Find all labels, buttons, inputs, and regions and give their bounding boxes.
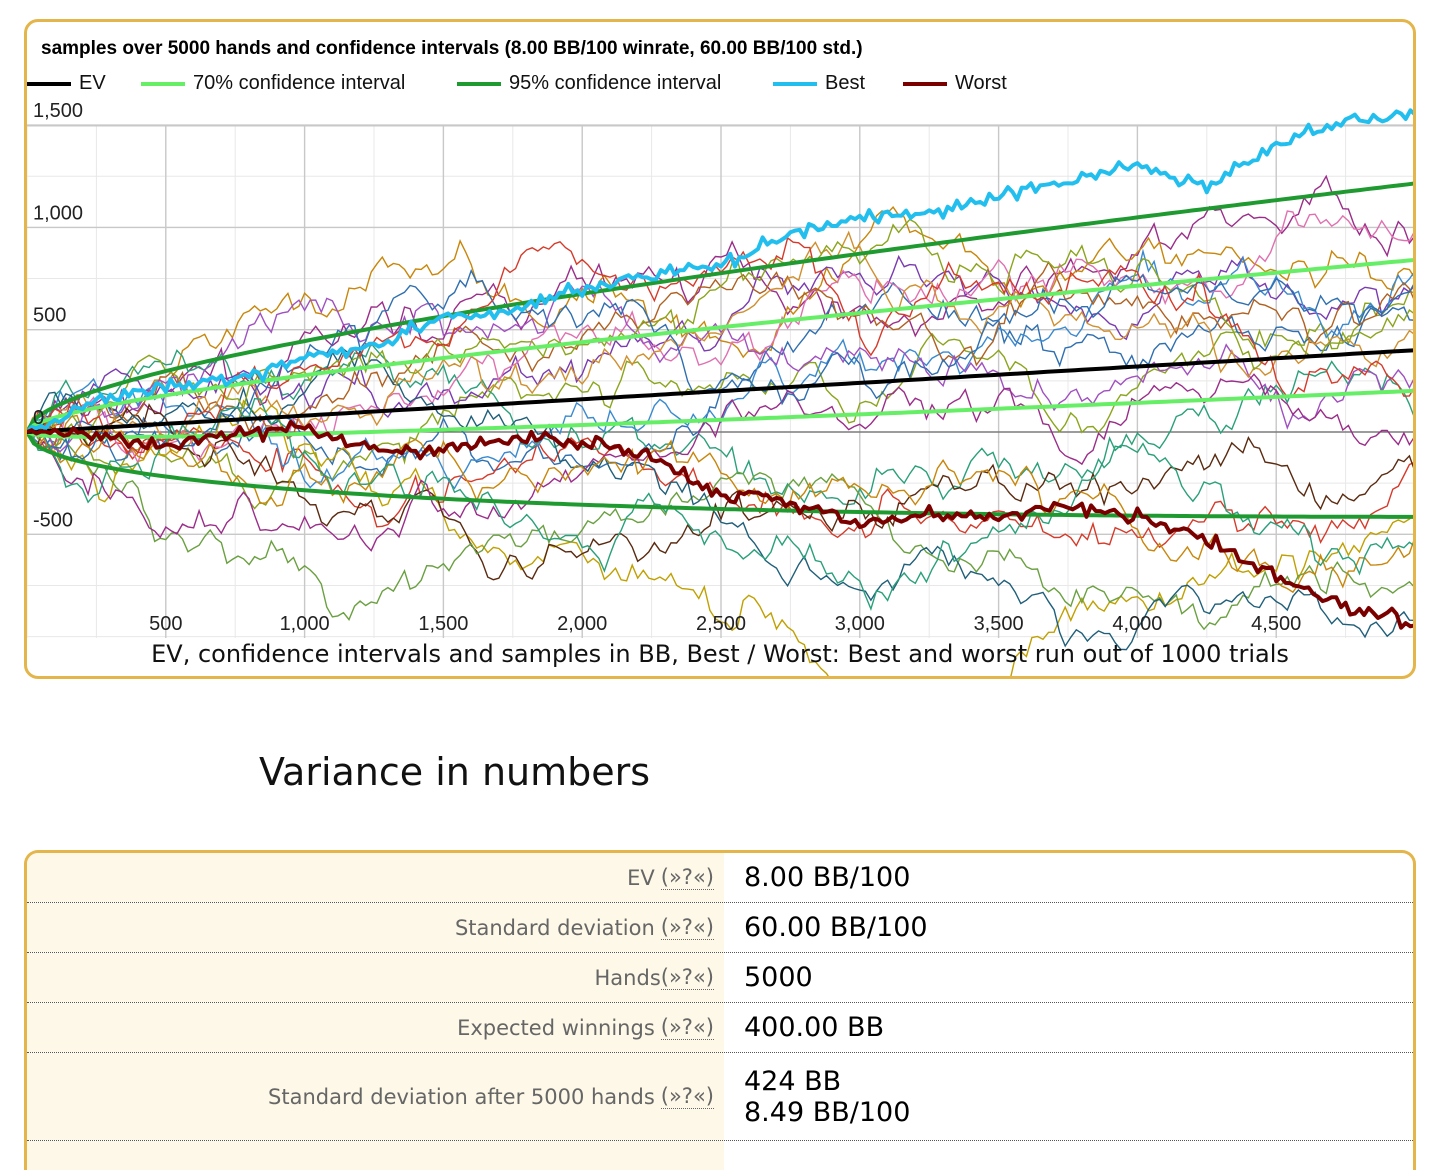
table-row: EV (»?«) 8.00 BB/100 [27, 853, 1413, 903]
expected-winnings-label: Expected winnings (»?«) [27, 1003, 724, 1052]
sample-line [27, 174, 1413, 437]
ev-line [27, 348, 1413, 434]
hands-value: 5000 [724, 953, 1413, 1002]
hands-help-link[interactable]: (»?«) [660, 965, 714, 990]
legend-worst-label: Worst [955, 72, 1007, 94]
best-line [27, 108, 1413, 434]
partial-label-cell [27, 1141, 724, 1170]
std-value: 60.00 BB/100 [724, 903, 1413, 952]
legend-best-label: Best [825, 72, 866, 94]
std-help-link[interactable]: (»?«) [660, 915, 714, 940]
ci95-upper-line [27, 181, 1413, 434]
std-after-bb100: 8.49 BB/100 [744, 1096, 911, 1128]
expected-winnings-value-text: 400.00 BB [744, 1012, 885, 1043]
x-tick-label: 2,000 [557, 613, 607, 635]
x-tick-label: 2,500 [696, 613, 746, 635]
y-tick-label: 1,000 [33, 202, 83, 224]
table-row-partial [27, 1141, 1413, 1170]
legend-worst-swatch [903, 81, 947, 86]
legend-ev-swatch [27, 81, 71, 86]
y-tick-label: 500 [33, 305, 66, 327]
variance-title: Variance in numbers [259, 750, 651, 794]
legend-70ci-swatch [141, 81, 185, 86]
std-after-help-link[interactable]: (»?«) [660, 1084, 714, 1109]
x-tick-label: 3,000 [835, 613, 885, 635]
std-after-bb: 424 BB [744, 1065, 842, 1097]
sample-line [27, 403, 1413, 581]
sample-line [27, 205, 1413, 452]
std-after-label: Standard deviation after 5000 hands (»?«… [27, 1053, 724, 1140]
std-value-text: 60.00 BB/100 [744, 912, 928, 943]
sample-line [27, 230, 1413, 440]
expected-winnings-help-link[interactable]: (»?«) [660, 1015, 714, 1040]
x-tick-label: 3,500 [974, 613, 1024, 635]
sample-line [27, 399, 1413, 676]
ev-value-text: 8.00 BB/100 [744, 862, 911, 893]
legend-best-swatch [773, 81, 817, 86]
hands-label: Hands (»?«) [27, 953, 724, 1002]
legend-ev: EV [27, 72, 106, 95]
y-tick-label: -500 [33, 509, 73, 531]
legend-70ci: 70% confidence interval [141, 72, 405, 95]
expected-winnings-value: 400.00 BB [724, 1003, 1413, 1052]
sample-line [27, 425, 1413, 594]
legend-worst: Worst [903, 72, 1007, 95]
variance-chart: 1,500 1,000 500 0 -500 500 1,000 1,500 2,000 2,50… [24, 19, 1416, 679]
hands-value-text: 5000 [744, 962, 813, 993]
sample-line [27, 289, 1413, 510]
y-tick-label: 1,500 [33, 100, 83, 122]
table-row: Standard deviation after 5000 hands (»?«… [27, 1053, 1413, 1141]
x-tick-label: 1,000 [280, 613, 330, 635]
chart-plot: 1,500 1,000 500 0 -500 500 1,000 1,500 2,000 2,50… [27, 100, 1413, 676]
variance-table: EV (»?«) 8.00 BB/100 Standard deviation … [24, 850, 1416, 1170]
chart-caption: EV, confidence intervals and samples in … [151, 640, 1289, 668]
ev-value: 8.00 BB/100 [724, 853, 1413, 902]
x-tick-label: 4,000 [1112, 613, 1162, 635]
x-tick-label: 1,500 [418, 613, 468, 635]
legend-70ci-label: 70% confidence interval [193, 72, 406, 94]
sample-line [27, 281, 1413, 453]
x-tick-label: 500 [149, 613, 182, 635]
ci70-lower-line [27, 388, 1413, 439]
sample-line [27, 427, 1413, 631]
ci95-lower-line [27, 430, 1413, 519]
std-after-label-text: Standard deviation after 5000 hands [268, 1084, 655, 1109]
table-row: Hands (»?«) 5000 [27, 953, 1413, 1003]
legend-best: Best [773, 72, 865, 95]
ev-help-link[interactable]: (»?«) [660, 865, 714, 890]
ev-label: EV (»?«) [27, 853, 724, 902]
expected-winnings-label-text: Expected winnings [457, 1015, 655, 1040]
chart-title: samples over 5000 hands and confidence i… [41, 38, 863, 59]
table-row: Standard deviation (»?«) 60.00 BB/100 [27, 903, 1413, 953]
sample-line [27, 397, 1413, 611]
legend-95ci-label: 95% confidence interval [509, 72, 722, 94]
std-label: Standard deviation (»?«) [27, 903, 724, 952]
ci70-upper-line [27, 258, 1413, 434]
legend-95ci-swatch [457, 81, 501, 86]
x-tick-label: 4,500 [1251, 613, 1301, 635]
ev-label-text: EV [627, 865, 655, 890]
sample-line [27, 268, 1413, 462]
sample-line [27, 254, 1413, 433]
legend-ev-label: EV [79, 72, 106, 94]
hands-label-text: Hands [594, 965, 661, 990]
legend-95ci: 95% confidence interval [457, 72, 721, 95]
worst-line [27, 419, 1413, 630]
std-label-text: Standard deviation [454, 915, 655, 940]
table-row: Expected winnings (»?«) 400.00 BB [27, 1003, 1413, 1053]
std-after-value: 424 BB 8.49 BB/100 [724, 1053, 1413, 1140]
y-tick-label: 0 [33, 407, 44, 429]
